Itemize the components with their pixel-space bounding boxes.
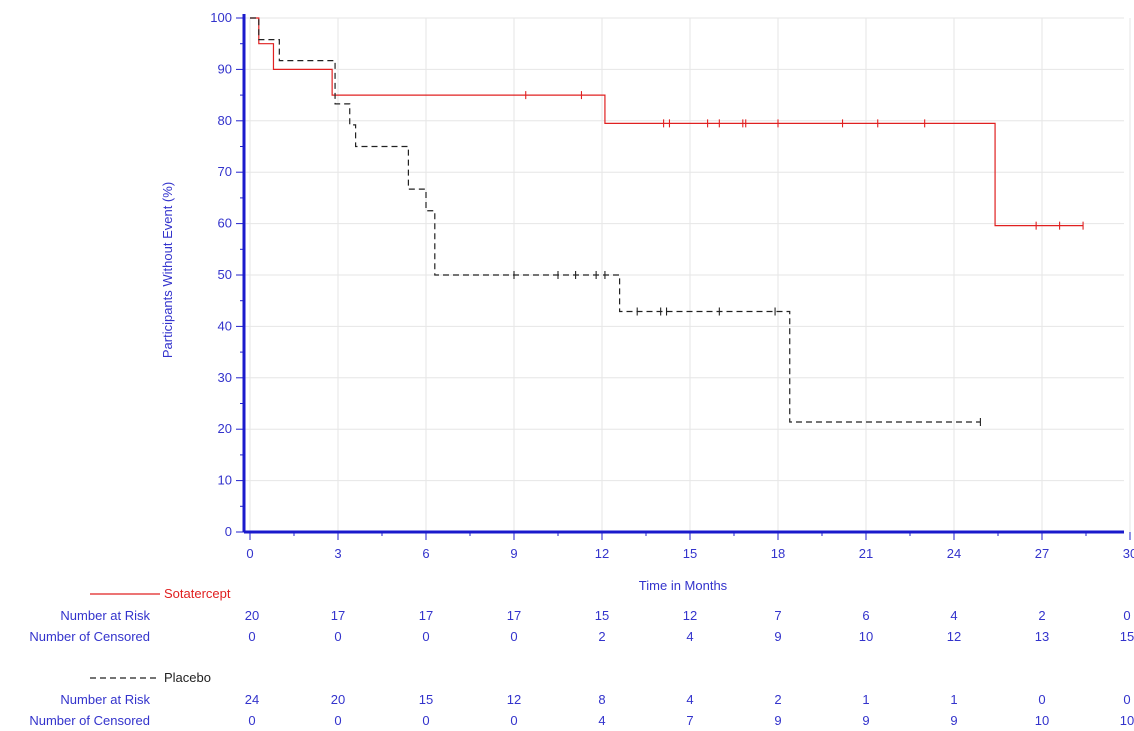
risk-value: 0 [422, 713, 429, 728]
y-axis-title: Participants Without Event (%) [160, 182, 175, 358]
risk-value: 0 [1038, 692, 1045, 707]
risk-row-label: Number at Risk [60, 608, 150, 623]
risk-value: 9 [774, 713, 781, 728]
risk-value: 15 [595, 608, 609, 623]
risk-value: 4 [686, 692, 693, 707]
risk-value: 10 [859, 629, 873, 644]
y-tick-label: 80 [218, 113, 232, 128]
x-tick-label: 9 [510, 546, 517, 561]
risk-value: 10 [1120, 713, 1134, 728]
risk-value: 0 [248, 713, 255, 728]
risk-value: 7 [774, 608, 781, 623]
risk-value: 4 [598, 713, 605, 728]
risk-value: 12 [683, 608, 697, 623]
y-tick-label: 40 [218, 318, 232, 333]
axes: 0 10 20 30 40 50 60 70 80 90 100 0 3 6 9 12 15 18 21 24 27 30 [210, 10, 1134, 561]
risk-value: 2 [598, 629, 605, 644]
risk-value: 15 [419, 692, 433, 707]
risk-value: 0 [334, 713, 341, 728]
series-sotatercept [250, 17, 1084, 230]
x-axis-title: Time in Months [639, 578, 728, 593]
risk-value: 17 [331, 608, 345, 623]
risk-row-label: Number of Censored [29, 629, 150, 644]
risk-value: 13 [1035, 629, 1049, 644]
risk-value: 12 [947, 629, 961, 644]
y-tick-label: 30 [218, 370, 232, 385]
risk-value: 0 [510, 629, 517, 644]
y-tick-label: 50 [218, 267, 232, 282]
risk-value: 9 [774, 629, 781, 644]
x-tick-label: 0 [246, 546, 253, 561]
risk-value: 1 [950, 692, 957, 707]
risk-value: 0 [510, 713, 517, 728]
x-tick-label: 12 [595, 546, 609, 561]
risk-row-label: Number of Censored [29, 713, 150, 728]
risk-value: 6 [862, 608, 869, 623]
y-tick-label: 100 [210, 10, 232, 25]
risk-value: 9 [950, 713, 957, 728]
x-tick-label: 30 [1123, 546, 1134, 561]
risk-value: 0 [248, 629, 255, 644]
risk-value: 24 [245, 692, 259, 707]
y-tick-label: 10 [218, 473, 232, 488]
risk-value: 17 [419, 608, 433, 623]
km-curve-placebo [250, 17, 981, 423]
risk-value: 0 [422, 629, 429, 644]
risk-value: 4 [950, 608, 957, 623]
risk-value: 15 [1120, 629, 1134, 644]
x-tick-label: 6 [422, 546, 429, 561]
x-tick-label: 27 [1035, 546, 1049, 561]
legend-label-sotatercept: Sotatercept [164, 586, 231, 601]
risk-row-label: Number at Risk [60, 692, 150, 707]
risk-value: 0 [1123, 692, 1130, 707]
y-tick-label: 60 [218, 216, 232, 231]
km-curve-sotatercept [250, 17, 1084, 227]
x-tick-label: 24 [947, 546, 961, 561]
risk-value: 0 [334, 629, 341, 644]
series-layer [250, 17, 1084, 427]
risk-value: 17 [507, 608, 521, 623]
risk-value: 4 [686, 629, 693, 644]
risk-value: 2 [1038, 608, 1045, 623]
grid-lines [244, 17, 1131, 533]
series-placebo [250, 17, 981, 427]
risk-value: 0 [1123, 608, 1130, 623]
risk-value: 1 [862, 692, 869, 707]
legend-label-placebo: Placebo [164, 670, 211, 685]
y-tick-label: 20 [218, 421, 232, 436]
y-tick-label: 90 [218, 61, 232, 76]
risk-value: 8 [598, 692, 605, 707]
y-tick-label: 0 [225, 524, 232, 539]
x-tick-label: 15 [683, 546, 697, 561]
risk-value: 2 [774, 692, 781, 707]
x-tick-label: 3 [334, 546, 341, 561]
risk-value: 9 [862, 713, 869, 728]
risk-value: 20 [245, 608, 259, 623]
y-tick-label: 70 [218, 164, 232, 179]
x-tick-label: 18 [771, 546, 785, 561]
risk-value: 20 [331, 692, 345, 707]
risk-value: 7 [686, 713, 693, 728]
risk-value: 12 [507, 692, 521, 707]
risk-value: 10 [1035, 713, 1049, 728]
x-tick-label: 21 [859, 546, 873, 561]
